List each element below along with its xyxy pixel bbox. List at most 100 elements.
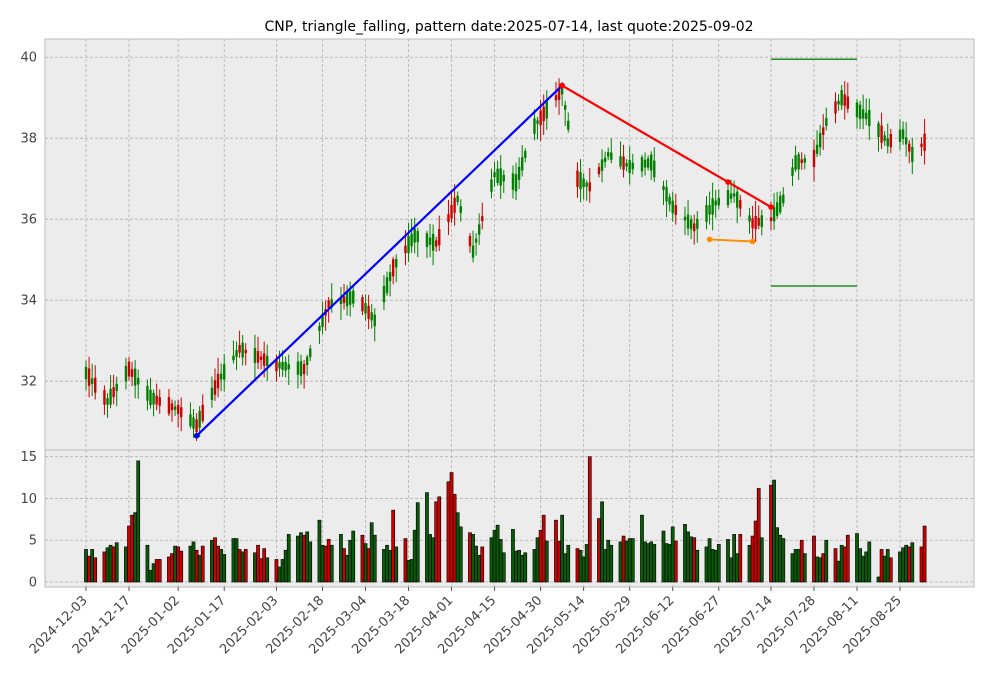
- candle-body: [794, 155, 797, 170]
- volume-bar: [253, 552, 257, 583]
- candle-body: [456, 195, 459, 203]
- volume-bar: [428, 534, 432, 583]
- volume-bar: [305, 531, 310, 583]
- volume-bar: [704, 546, 709, 583]
- candle-body: [693, 223, 696, 232]
- candle-body: [106, 398, 109, 405]
- candle-body: [124, 365, 128, 382]
- candle-body: [822, 127, 825, 135]
- volume-bar: [919, 546, 924, 583]
- volume-bar: [243, 549, 248, 583]
- candle-body: [170, 403, 174, 411]
- candle-body: [213, 380, 217, 395]
- volume-bar: [683, 524, 687, 583]
- volume-bar: [882, 555, 887, 583]
- candle-body: [779, 195, 782, 213]
- volume-bar: [753, 520, 758, 583]
- volume-bar: [222, 554, 227, 583]
- volume-bar: [600, 501, 604, 583]
- volume-bar: [627, 538, 632, 583]
- candle-body: [167, 397, 171, 414]
- candle-body: [281, 361, 284, 370]
- volume-tick-label: 15: [20, 450, 37, 465]
- candle-body: [520, 157, 524, 171]
- volume-bar: [477, 554, 482, 583]
- candle-body: [309, 348, 312, 358]
- candle-body: [477, 224, 481, 235]
- candle-body: [90, 378, 94, 385]
- volume-bar: [756, 488, 761, 583]
- candle-body: [155, 395, 158, 405]
- candle-body: [127, 361, 131, 377]
- candle-body: [262, 353, 266, 366]
- candle-body: [450, 205, 453, 219]
- volume-bar: [213, 537, 217, 583]
- volume-bar: [283, 549, 288, 583]
- candle-body: [646, 158, 650, 168]
- candle-body: [94, 377, 97, 393]
- candle-body: [499, 168, 502, 186]
- candle-body: [330, 299, 333, 308]
- candle-body: [775, 202, 779, 216]
- price-tick-label: 34: [20, 294, 37, 309]
- volume-bar: [471, 534, 475, 583]
- volume-bar: [403, 538, 408, 583]
- volume-bar: [729, 557, 733, 583]
- volume-bar: [105, 547, 110, 583]
- candle-body: [567, 120, 570, 130]
- candle-body: [180, 407, 183, 418]
- candle-body: [370, 312, 373, 321]
- candle-body: [447, 214, 450, 222]
- volume-bar: [409, 559, 414, 583]
- candle-body: [889, 133, 892, 148]
- candle-body: [345, 291, 349, 307]
- candle-body: [192, 417, 195, 429]
- price-tick-label: 40: [20, 51, 37, 66]
- candle-body: [751, 218, 754, 229]
- chart-title: CNP, triangle_falling, pattern date:2025…: [264, 19, 753, 35]
- volume-bar: [646, 543, 650, 583]
- volume-bar: [188, 545, 193, 583]
- volume-bar: [458, 526, 463, 583]
- volume-bar: [815, 556, 819, 583]
- volume-bar: [455, 512, 460, 583]
- volume-bar: [167, 556, 171, 583]
- volume-bar: [630, 538, 635, 583]
- candle-body: [689, 219, 693, 230]
- volume-bar: [818, 557, 822, 583]
- volume-bar: [750, 535, 755, 583]
- candle-body: [674, 204, 677, 215]
- candle-body: [877, 123, 880, 137]
- volume-bar: [339, 534, 343, 583]
- volume-bar: [907, 546, 912, 583]
- candle-body: [133, 368, 137, 386]
- candle-body: [782, 194, 785, 204]
- volume-bar: [649, 541, 654, 583]
- candle-body: [173, 406, 177, 410]
- volume-bar: [799, 539, 804, 583]
- candle-body: [837, 100, 840, 105]
- volume-bar: [176, 546, 181, 583]
- volume-bar: [237, 549, 242, 583]
- price-tick-label: 36: [20, 213, 37, 228]
- candle-body: [256, 351, 260, 363]
- volume-bar: [597, 518, 601, 583]
- candle-body: [625, 163, 628, 167]
- volume-bar: [173, 545, 177, 583]
- candle-body: [373, 314, 376, 327]
- volume-bar: [197, 554, 202, 583]
- volume-bar: [492, 529, 497, 583]
- volume-bar: [664, 543, 669, 583]
- candle-body: [668, 196, 671, 205]
- volume-bar: [348, 539, 353, 583]
- volume-bar: [489, 537, 494, 583]
- volume-bar: [855, 533, 859, 583]
- candle-body: [490, 179, 493, 192]
- candle-body: [908, 143, 911, 152]
- volume-bar: [372, 534, 377, 583]
- candle-body: [858, 104, 862, 120]
- candle-body: [302, 364, 306, 375]
- candle-body: [825, 118, 828, 126]
- candle-body: [748, 215, 751, 222]
